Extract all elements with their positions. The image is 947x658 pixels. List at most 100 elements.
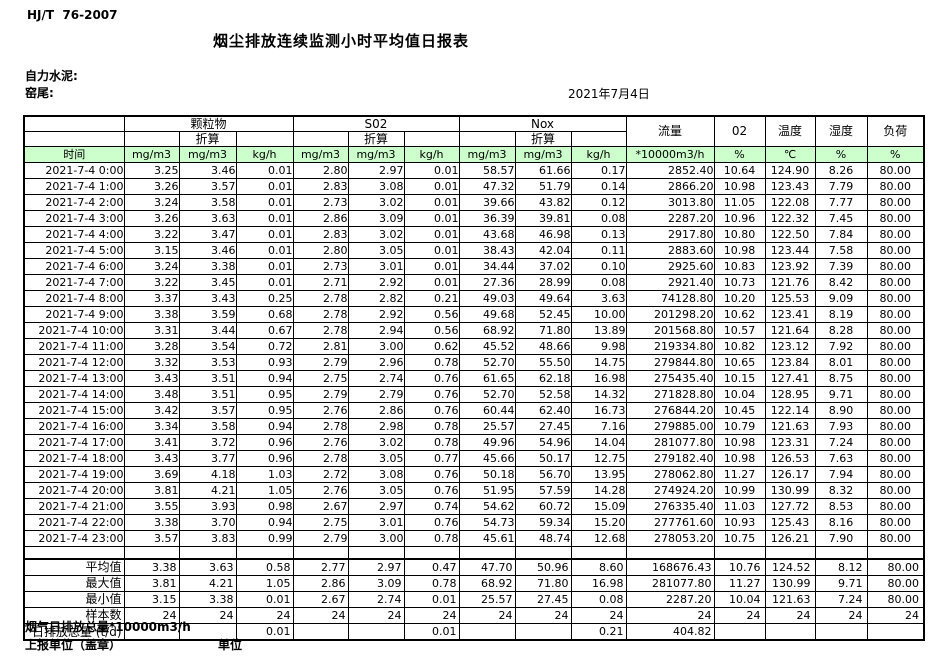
value-cell: 24 — [570, 607, 627, 624]
value-cell: 3.22 — [123, 226, 180, 243]
value-cell: 0.17 — [570, 162, 627, 179]
time-cell: 2021-7-4 23:00 — [23, 530, 125, 547]
value-cell: 2.78 — [292, 418, 349, 435]
value-cell: 27.45 — [514, 418, 572, 435]
value-cell: 0.47 — [403, 558, 460, 576]
unit-cell: % — [814, 146, 868, 163]
value-cell: 0.77 — [403, 450, 460, 467]
value-cell: 8.19 — [814, 306, 868, 323]
value-cell: 13.89 — [570, 322, 627, 339]
value-cell: 7.84 — [814, 226, 868, 243]
value-cell: 80.00 — [866, 450, 925, 467]
value-cell: 0.96 — [235, 450, 294, 467]
location-label: 窑尾: — [25, 86, 54, 100]
empty-cell — [814, 546, 868, 560]
value-cell: 13.95 — [570, 466, 627, 483]
value-cell: 404.82 — [625, 623, 715, 641]
table-row: 2021-7-4 10:00 3.31 3.44 0.67 2.78 2.94 0.56 68… — [23, 322, 925, 339]
value-cell: 10.96 — [713, 210, 766, 227]
value-cell: 0.08 — [570, 274, 627, 291]
value-cell: 1.05 — [235, 575, 294, 592]
value-cell: 56.70 — [514, 466, 572, 483]
value-cell: 14.75 — [570, 354, 627, 371]
value-cell: 62.18 — [514, 370, 572, 387]
value-cell: 3.63 — [178, 210, 237, 227]
value-cell: 125.43 — [764, 514, 816, 531]
value-cell: 0.76 — [403, 370, 460, 387]
value-cell: 3013.80 — [625, 194, 715, 211]
value-cell: 42.04 — [514, 242, 572, 259]
value-cell: 3.83 — [178, 530, 237, 547]
value-cell: 3.38 — [178, 258, 237, 275]
value-cell: 3.46 — [178, 242, 237, 259]
value-cell — [713, 623, 766, 641]
value-cell: 46.98 — [514, 226, 572, 243]
value-cell: 10.99 — [713, 482, 766, 499]
value-cell: 0.08 — [570, 210, 627, 227]
value-cell: 0.94 — [235, 370, 294, 387]
value-cell: 2.76 — [292, 482, 349, 499]
empty-cell — [764, 546, 816, 560]
table-row: 2021-7-4 20:00 3.81 4.21 1.05 2.76 3.05 0.76 51… — [23, 482, 925, 499]
time-cell: 2021-7-4 10:00 — [23, 322, 125, 339]
value-cell: 0.76 — [403, 466, 460, 483]
value-cell: 9.71 — [814, 575, 868, 592]
value-cell — [292, 623, 349, 641]
value-cell: 1.05 — [235, 482, 294, 499]
page-title: 烟尘排放连续监测小时平均值日报表 — [213, 32, 470, 50]
value-cell: 0.01 — [235, 178, 294, 195]
value-cell: 52.58 — [514, 386, 572, 403]
value-cell: 0.11 — [570, 242, 627, 259]
value-cell: 80.00 — [866, 402, 925, 419]
value-cell: 3.57 — [123, 530, 180, 547]
summary-row: 最大值 3.81 4.21 1.05 2.86 3.09 0.78 68.92 71.80 16.… — [23, 575, 925, 592]
table-row: 2021-7-4 2:00 3.24 3.58 0.01 2.73 3.02 0.01 39.… — [23, 194, 925, 211]
value-cell: 12.68 — [570, 530, 627, 547]
value-cell: 279182.40 — [625, 450, 715, 467]
value-cell: 3.37 — [123, 290, 180, 307]
value-cell: 15.20 — [570, 514, 627, 531]
value-cell: 37.02 — [514, 258, 572, 275]
value-cell: 7.58 — [814, 242, 868, 259]
value-cell: 48.66 — [514, 338, 572, 355]
group-nox: Nox — [458, 115, 627, 132]
value-cell: 2.79 — [292, 386, 349, 403]
value-cell: 130.99 — [764, 482, 816, 499]
row-label: 日排放总量 (t/d) — [23, 623, 125, 641]
value-cell: 0.78 — [403, 434, 460, 451]
table-row: 2021-7-4 22:00 3.38 3.70 0.94 2.75 3.01 0.76 54… — [23, 514, 925, 531]
value-cell: 279885.00 — [625, 418, 715, 435]
value-cell: 2.79 — [347, 386, 405, 403]
value-cell: 80.00 — [866, 242, 925, 259]
value-cell: 0.13 — [570, 226, 627, 243]
value-cell: 2.75 — [292, 370, 349, 387]
group-o2: 02 — [713, 115, 766, 147]
value-cell: 0.01 — [235, 242, 294, 259]
value-cell: 3.01 — [347, 258, 405, 275]
value-cell: 2.97 — [347, 498, 405, 515]
value-cell: 278062.80 — [625, 466, 715, 483]
table-row: 2021-7-4 4:00 3.22 3.47 0.01 2.83 3.02 0.01 43.… — [23, 226, 925, 243]
value-cell: 4.18 — [178, 466, 237, 483]
empty-cell — [235, 131, 294, 147]
value-cell: 11.05 — [713, 194, 766, 211]
time-cell: 2021-7-4 12:00 — [23, 354, 125, 371]
value-cell: 57.59 — [514, 482, 572, 499]
value-cell: 3.01 — [347, 514, 405, 531]
value-cell: 52.70 — [458, 354, 516, 371]
value-cell: 3.45 — [178, 274, 237, 291]
value-cell: 7.94 — [814, 466, 868, 483]
empty-cell — [570, 131, 627, 147]
value-cell: 3.26 — [123, 210, 180, 227]
value-cell: 24 — [764, 607, 816, 624]
converted-label-pm: 折算 — [178, 131, 237, 147]
value-cell: 80.00 — [866, 306, 925, 323]
value-cell — [347, 623, 405, 641]
value-cell: 7.92 — [814, 338, 868, 355]
table-row: 2021-7-4 13:00 3.43 3.51 0.94 2.75 2.74 0.76 61… — [23, 370, 925, 387]
value-cell: 3.15 — [123, 591, 180, 608]
value-cell: 0.01 — [403, 178, 460, 195]
value-cell: 0.56 — [403, 322, 460, 339]
value-cell: 10.04 — [713, 591, 766, 608]
group-header-row: 颗粒物 S02 Nox 流量 02 温度 湿度 负荷 — [23, 115, 925, 147]
